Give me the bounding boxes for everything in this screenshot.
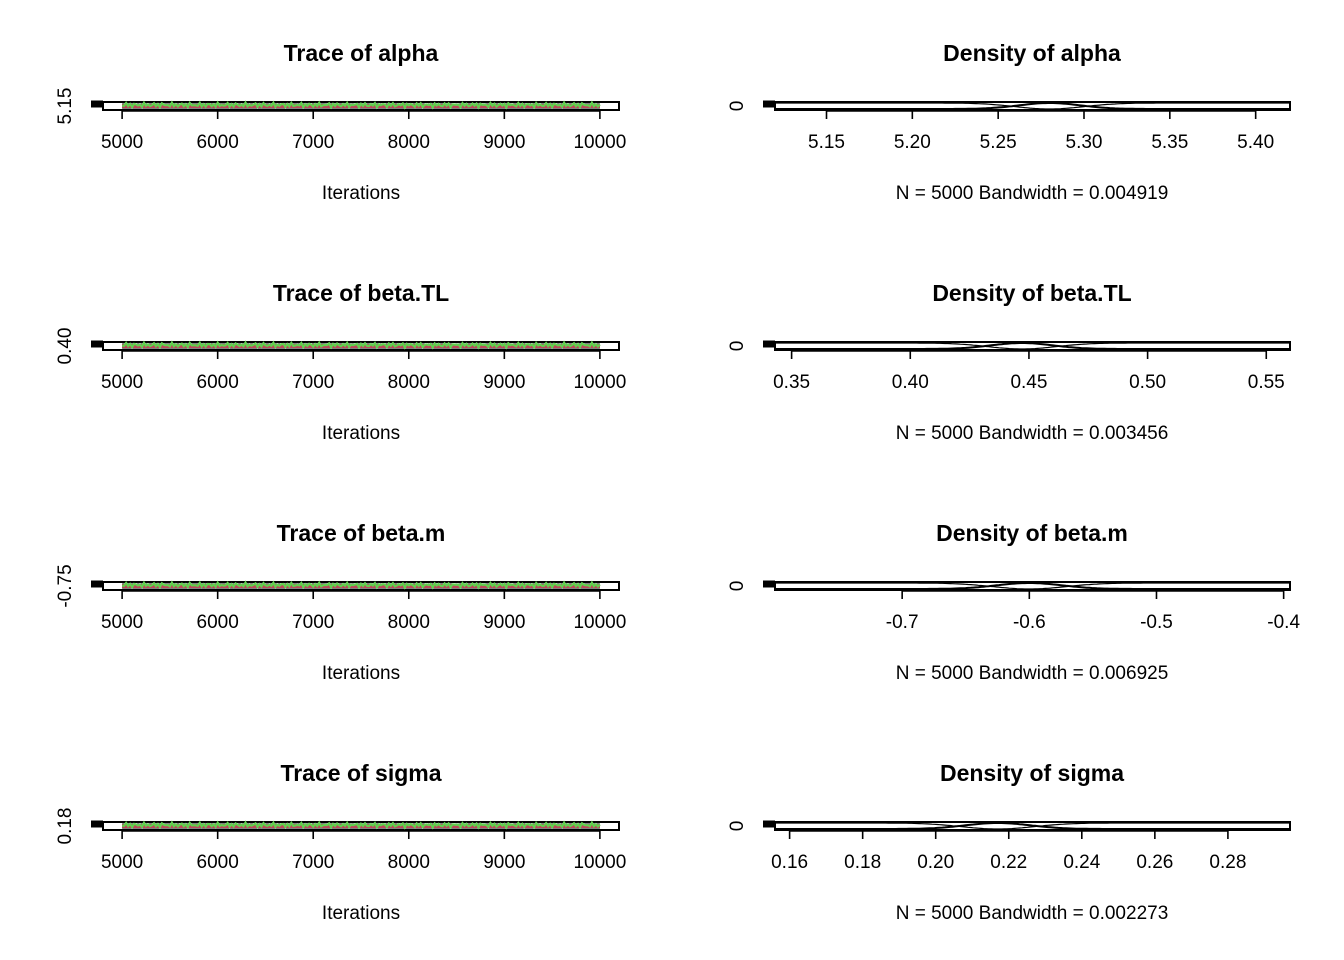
y-tick-label: 0.18 [55, 808, 76, 845]
trace-band-chain-2 [122, 584, 600, 588]
x-tick-label: 0.28 [1209, 852, 1246, 873]
x-tick-label: 8000 [388, 612, 430, 633]
x-tick-label: 9000 [483, 132, 525, 153]
x-tick-label: 8000 [388, 132, 430, 153]
x-tick-label: 5.35 [1151, 132, 1188, 153]
x-tick-label: 5.20 [894, 132, 931, 153]
y-tick-label: 0 [727, 101, 748, 112]
trace-band-chain-2 [122, 344, 600, 348]
x-tick-label: 6000 [197, 132, 239, 153]
x-tick-label: 0.45 [1010, 372, 1047, 393]
x-tick-label: 8000 [388, 852, 430, 873]
trace-line-chain-3 [122, 340, 601, 350]
panel-title: Trace of alpha [284, 40, 439, 66]
trace-band-chain-2 [122, 824, 600, 828]
x-tick-label: -0.7 [886, 612, 919, 633]
panel-title: Density of sigma [940, 760, 1124, 786]
x-tick-label: 9000 [483, 372, 525, 393]
panel-title: Trace of sigma [280, 760, 441, 786]
x-tick-label: 0.35 [773, 372, 810, 393]
y-tick-label: -0.75 [55, 564, 76, 607]
x-tick-label: 7000 [292, 132, 334, 153]
x-tick-label: 6000 [197, 372, 239, 393]
density-curve-rug [775, 342, 1290, 350]
panel-title: Trace of beta.TL [273, 280, 449, 306]
trace-line-chain-3 [122, 100, 601, 110]
plot-frame [774, 341, 1291, 351]
x-tick-label: 9000 [483, 852, 525, 873]
x-tick-label: 8000 [388, 372, 430, 393]
panel-title: Density of alpha [943, 40, 1121, 66]
x-tick-label: -0.4 [1267, 612, 1300, 633]
x-tick-label: 5.15 [808, 132, 845, 153]
x-axis-label: N = 5000 Bandwidth = 0.003456 [896, 423, 1169, 444]
y-tick-label: 0 [727, 341, 748, 352]
density-curve-rug [775, 822, 1290, 830]
x-axis-label: Iterations [322, 663, 400, 684]
x-tick-label: 0.22 [990, 852, 1027, 873]
x-tick-label: 10000 [573, 612, 626, 633]
x-axis-label: Iterations [322, 423, 400, 444]
x-tick-label: -0.5 [1140, 612, 1173, 633]
trace-band-chain-2 [122, 104, 600, 108]
density-curve [775, 582, 1290, 590]
density-panel: Density of beta.m 0 -0.7 -0.6 -0.5 -0.4 N = 50… [727, 520, 1300, 684]
trace-line-chain-3 [122, 580, 601, 590]
y-tick-label: 0 [727, 581, 748, 592]
y-tick-label: 0.40 [55, 328, 76, 365]
density-curve-rug [775, 582, 1290, 590]
x-tick-label: 5.25 [980, 132, 1017, 153]
x-tick-label: 0.18 [844, 852, 881, 873]
x-tick-label: 0.16 [771, 852, 808, 873]
x-tick-label: 10000 [573, 852, 626, 873]
density-curve [775, 822, 1290, 830]
density-panel: Density of alpha 0 5.15 5.20 5.25 5.30 5.35 5.4… [727, 40, 1291, 204]
x-tick-label: 5.40 [1237, 132, 1274, 153]
density-curve [775, 102, 1290, 110]
x-tick-label: 0.24 [1063, 852, 1100, 873]
x-tick-label: 9000 [483, 612, 525, 633]
density-curve [775, 342, 1290, 350]
x-tick-label: 5000 [101, 132, 143, 153]
x-tick-label: 5000 [101, 612, 143, 633]
trace-panel: Trace of beta.TL 0.40 5000 6000 7000 8000 9000… [55, 280, 626, 444]
x-tick-label: 7000 [292, 612, 334, 633]
panel-title: Trace of beta.m [277, 520, 446, 546]
x-tick-label: 6000 [197, 852, 239, 873]
panel-title: Density of beta.TL [932, 280, 1131, 306]
x-tick-label: 5000 [101, 852, 143, 873]
x-axis-label: N = 5000 Bandwidth = 0.002273 [896, 903, 1169, 924]
density-panel: Density of beta.TL 0 0.35 0.40 0.45 0.50 0.55 N… [727, 280, 1291, 444]
panel-title: Density of beta.m [936, 520, 1128, 546]
x-tick-label: 7000 [292, 852, 334, 873]
trace-panel: Trace of alpha 5.15 5000 6000 7000 8000 9000 10… [55, 40, 626, 204]
trace-panel: Trace of sigma 0.18 5000 6000 7000 8000 9000 10… [55, 760, 626, 924]
x-tick-label: 0.20 [917, 852, 954, 873]
x-tick-label: 5000 [101, 372, 143, 393]
x-tick-label: 10000 [573, 372, 626, 393]
trace-panel: Trace of beta.m -0.75 5000 6000 7000 8000 9000… [55, 520, 626, 684]
y-tick-label: 5.15 [55, 88, 76, 125]
x-tick-label: 0.40 [892, 372, 929, 393]
plot-frame [774, 101, 1291, 111]
x-tick-label: 0.50 [1129, 372, 1166, 393]
x-axis-label: N = 5000 Bandwidth = 0.006925 [896, 663, 1169, 684]
trace-line-chain-3 [122, 820, 601, 830]
x-tick-label: 6000 [197, 612, 239, 633]
x-axis-label: Iterations [322, 903, 400, 924]
x-tick-label: -0.6 [1013, 612, 1046, 633]
x-tick-label: 10000 [573, 132, 626, 153]
x-axis-label: N = 5000 Bandwidth = 0.004919 [896, 183, 1169, 204]
x-tick-label: 5.30 [1066, 132, 1103, 153]
x-tick-label: 0.55 [1248, 372, 1285, 393]
y-tick-label: 0 [727, 821, 748, 832]
density-panel: Density of sigma 0 0.16 0.18 0.20 0.22 0.24 0.2… [727, 760, 1291, 924]
x-tick-label: 0.26 [1136, 852, 1173, 873]
density-curve-rug [775, 102, 1290, 110]
x-axis-label: Iterations [322, 183, 400, 204]
x-tick-label: 7000 [292, 372, 334, 393]
